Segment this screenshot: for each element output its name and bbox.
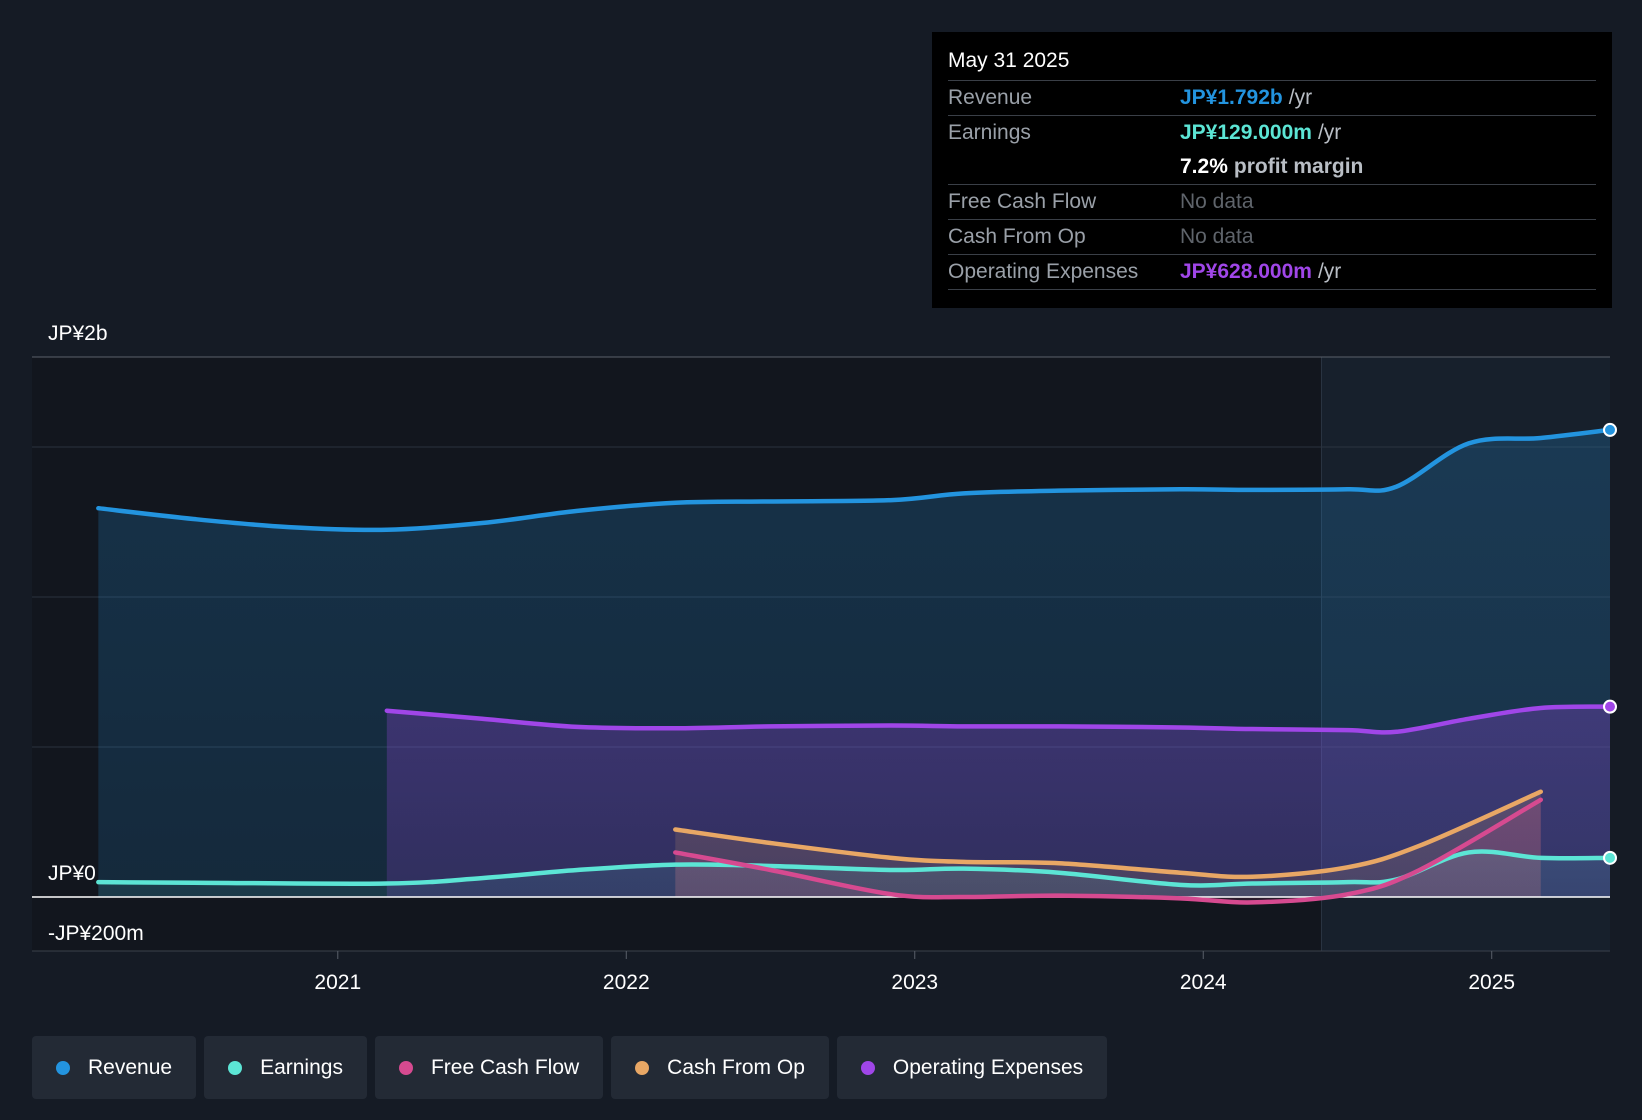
legend-item-cash-from-op[interactable]: Cash From Op — [611, 1036, 829, 1099]
tooltip-row: 7.2% profit margin — [948, 150, 1596, 184]
series-lines — [96, 422, 1617, 905]
legend-dot-icon — [398, 1060, 413, 1075]
legend-item-operating-expenses[interactable]: Operating Expenses — [836, 1036, 1108, 1099]
earnings-end-marker — [1603, 850, 1617, 865]
legend-item-revenue[interactable]: Revenue — [32, 1036, 197, 1099]
legend-label: Revenue — [88, 1055, 173, 1079]
legend-dot-icon — [228, 1060, 243, 1075]
operating-expenses-line — [384, 704, 1613, 735]
legend: Revenue Earnings Free Cash Flow Cash From O… — [32, 1036, 1108, 1099]
x-tick-label: 2023 — [891, 971, 938, 994]
tooltip-row-value: JP¥1.792b — [1180, 86, 1283, 109]
tooltip-rows: Revenue JP¥1.792b/yr Earnings JP¥129.000m/y… — [948, 80, 1596, 289]
tooltip-divider — [948, 289, 1596, 290]
tooltip-row-unit: /yr — [1317, 260, 1342, 283]
tooltip-row-label: Free Cash Flow — [948, 190, 1097, 213]
tooltip-date: May 31 2025 — [948, 49, 1070, 72]
tooltip-panel: May 31 2025 Revenue JP¥1.792b/yr Earnings J… — [932, 32, 1612, 308]
tooltip-row: Revenue JP¥1.792b/yr — [948, 80, 1596, 115]
tooltip-row-unit: /yr — [1288, 86, 1313, 109]
legend-label: Operating Expenses — [892, 1055, 1084, 1079]
legend-label: Free Cash Flow — [430, 1055, 580, 1079]
legend-dot-icon — [635, 1060, 650, 1075]
x-tick-label: 2024 — [1180, 971, 1227, 994]
tooltip-row-value: JP¥628.000m — [1180, 260, 1312, 283]
operating-expenses-end-marker — [1603, 699, 1617, 714]
tooltip-row: Free Cash Flow No data — [948, 184, 1596, 219]
revenue-line — [96, 427, 1613, 533]
legend-label: Cash From Op — [667, 1055, 805, 1079]
x-tick-label: 2025 — [1468, 971, 1515, 994]
legend-dot-icon — [860, 1060, 875, 1075]
legend-item-earnings[interactable]: Earnings — [204, 1036, 367, 1099]
tooltip-row-value: JP¥129.000m — [1180, 121, 1312, 144]
tooltip-row-label: Revenue — [948, 86, 1033, 109]
tooltip-row-value: No data — [1180, 225, 1254, 248]
x-tick-label: 2022 — [603, 971, 650, 994]
tooltip-row-unit: /yr — [1317, 121, 1342, 144]
x-tick-label: 2021 — [314, 971, 361, 994]
cash-from-op-line — [673, 789, 1544, 880]
legend-dot-icon — [56, 1060, 70, 1075]
free-cash-flow-line — [673, 797, 1544, 905]
legend-item-free-cash-flow[interactable]: Free Cash Flow — [374, 1036, 604, 1099]
tooltip-row: Operating Expenses JP¥628.000m/yr — [948, 254, 1596, 289]
tooltip-row-value: No data — [1180, 190, 1254, 213]
legend-label: Earnings — [260, 1055, 343, 1079]
tooltip-row-label: Operating Expenses — [948, 260, 1139, 283]
tooltip-row-unit: profit margin — [1233, 155, 1364, 178]
y-label-zero: JP¥0 — [48, 862, 96, 885]
tooltip-row-label: Cash From Op — [948, 225, 1086, 248]
series-areas — [32, 429, 1611, 903]
y-label-bottom: -JP¥200m — [48, 922, 144, 945]
x-axis: 2021 2022 2023 2024 2025 — [314, 951, 1515, 994]
tooltip-row: Cash From Op No data — [948, 219, 1596, 254]
tooltip-row: Earnings JP¥129.000m/yr — [948, 115, 1596, 150]
y-label-top: JP¥2b — [48, 322, 108, 345]
revenue-end-marker — [1603, 422, 1617, 437]
tooltip-row-value: 7.2% — [1180, 155, 1228, 178]
tooltip-row-label: Earnings — [948, 121, 1031, 144]
